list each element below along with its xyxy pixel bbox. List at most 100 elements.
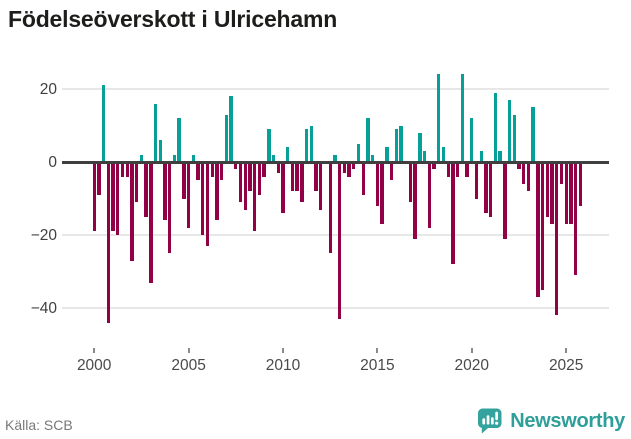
newsworthy-wordmark: Newsworthy [510, 409, 625, 432]
bar-2013-q3 [347, 162, 351, 177]
bar-2010-q2 [286, 147, 290, 162]
bar-2006-q3 [215, 162, 219, 221]
bar-2005-q1 [186, 162, 191, 228]
bar-2012-q3 [328, 162, 332, 254]
bar-2016-q2 [399, 125, 403, 162]
bar-2007-q1 [224, 114, 229, 162]
bar-2007-q4 [238, 162, 243, 203]
bar-2003-q3 [158, 140, 162, 162]
bar-2001-q3 [120, 162, 125, 177]
bar-2009-q1 [262, 162, 266, 177]
x-axis-label-2000: 2000 [76, 357, 112, 374]
bar-2024-q2 [550, 162, 554, 225]
bar-2021-q2 [493, 92, 498, 162]
bar-2020-q3 [479, 151, 483, 162]
bar-2009-q2 [267, 129, 271, 162]
bar-2014-q4 [370, 154, 375, 162]
bar-2006-q4 [219, 162, 224, 181]
bar-2025-q1 [564, 162, 568, 225]
bar-2014-q2 [361, 162, 365, 195]
bar-2007-q2 [229, 96, 233, 162]
bar-2024-q1 [545, 162, 549, 217]
gridline-20 [62, 88, 609, 90]
bar-2012-q1 [319, 162, 323, 210]
newsworthy-branding[interactable]: Newsworthy [476, 405, 625, 437]
bar-2023-q4 [540, 162, 545, 290]
bar-2014-q3 [366, 118, 370, 162]
bar-2005-q4 [201, 162, 205, 235]
x-tick-2005 [187, 348, 190, 353]
bar-2004-q3 [177, 118, 181, 162]
bar-2003-q4 [163, 162, 167, 221]
bar-2004-q4 [182, 162, 186, 199]
bar-2001-q2 [116, 162, 120, 235]
x-tick-2010 [282, 348, 284, 353]
bar-2013-q4 [352, 162, 356, 170]
bar-2010-q3 [290, 162, 295, 192]
bar-2006-q1 [205, 162, 210, 246]
y-axis-label-0: 0 [48, 153, 57, 171]
chart-title: Födelseöverskott i Ulricehamn [8, 6, 338, 32]
bar-2022-q2 [512, 114, 516, 162]
bar-2017-q2 [418, 132, 422, 162]
bar-2020-q2 [474, 162, 479, 199]
bar-2005-q3 [196, 162, 200, 181]
bar-2019-q1 [451, 162, 455, 265]
bar-2004-q1 [168, 162, 172, 254]
x-tick-2000 [93, 348, 96, 353]
bar-2018-q1 [432, 162, 436, 170]
bar-2022-q1 [507, 99, 512, 162]
bar-2021-q1 [488, 162, 493, 217]
bar-2021-q4 [503, 162, 507, 239]
bar-2011-q4 [314, 162, 318, 192]
bar-2002-q2 [134, 162, 139, 203]
bar-2002-q4 [144, 162, 148, 217]
bar-2022-q3 [517, 162, 521, 170]
bar-2000-q4 [106, 162, 111, 323]
bar-2010-q1 [281, 162, 285, 214]
bar-2002-q3 [139, 154, 144, 162]
bar-2009-q3 [271, 154, 276, 162]
source-caption: Källa: SCB [5, 417, 73, 433]
x-axis-label-2015: 2015 [360, 357, 395, 374]
bar-2015-q4 [389, 162, 394, 181]
bar-2024-q4 [559, 162, 564, 184]
bar-2008-q2 [248, 162, 252, 192]
bar-2025-q4 [578, 162, 583, 206]
bar-2015-q1 [375, 162, 380, 206]
y-axis-label--40: −40 [30, 299, 57, 317]
x-tick-2025 [565, 348, 568, 353]
bar-2011-q2 [304, 129, 309, 162]
bar-2015-q2 [380, 162, 384, 225]
bar-2018-q4 [446, 162, 450, 177]
bar-2015-q3 [385, 147, 389, 162]
x-tick-2015 [376, 348, 379, 353]
bar-2000-q2 [97, 162, 101, 195]
bar-2008-q4 [257, 162, 262, 195]
bar-2022-q4 [522, 162, 526, 184]
bar-2001-q1 [111, 162, 115, 232]
bar-2020-q4 [484, 162, 488, 214]
gridline--40 [62, 307, 609, 310]
x-axis-label-2010: 2010 [265, 357, 301, 374]
bar-2021-q3 [498, 151, 502, 162]
bar-2011-q1 [300, 162, 304, 203]
bar-2017-q3 [422, 151, 427, 162]
bar-2019-q4 [465, 162, 469, 177]
bar-2010-q4 [295, 162, 299, 192]
bar-2023-q2 [531, 107, 535, 162]
bar-2003-q1 [149, 162, 153, 283]
bar-2012-q4 [333, 154, 337, 162]
bar-2023-q3 [536, 162, 540, 298]
bar-2013-q2 [342, 162, 347, 173]
bar-2024-q3 [555, 162, 559, 316]
bar-2014-q1 [356, 143, 361, 162]
bar-2017-q1 [413, 162, 417, 239]
bar-2006-q2 [210, 162, 214, 177]
bar-2002-q1 [130, 162, 134, 261]
bar-2000-q1 [92, 162, 96, 232]
bar-2018-q3 [441, 147, 446, 162]
y-axis-label-20: 20 [39, 80, 57, 98]
bar-2025-q2 [569, 162, 573, 225]
